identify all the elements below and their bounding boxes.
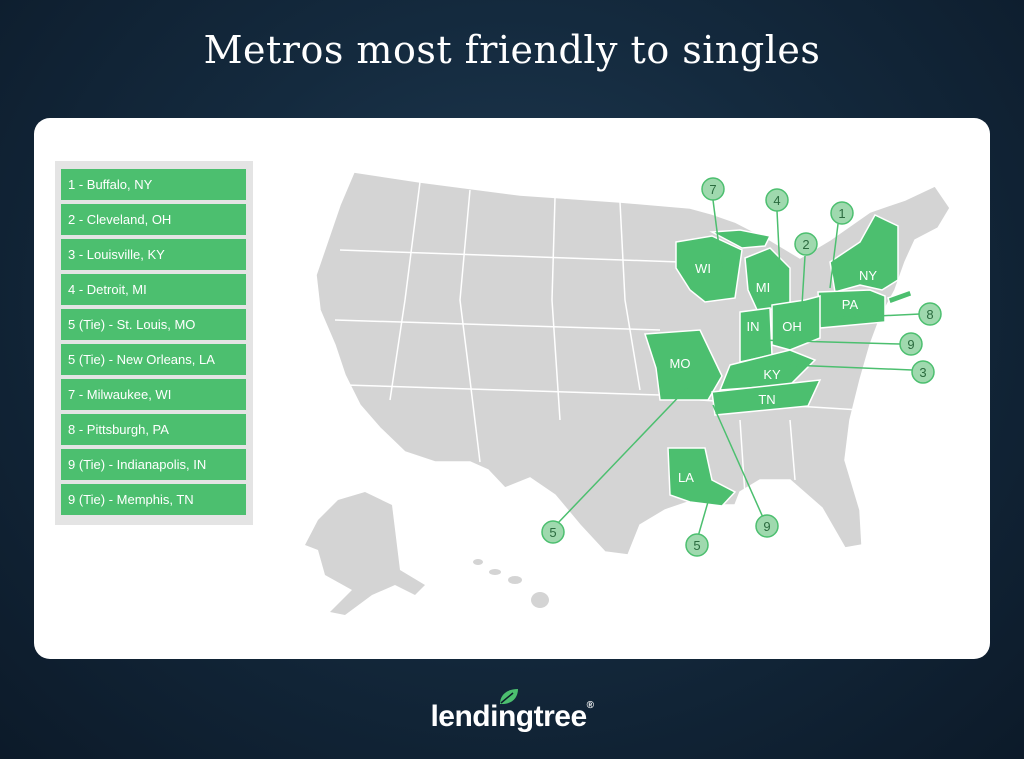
state-label-ny: NY — [859, 268, 877, 283]
svg-text:8: 8 — [926, 307, 933, 322]
rank-marker-8: 8 — [918, 302, 942, 326]
state-oh — [771, 295, 821, 351]
rank-marker-2: 2 — [794, 232, 818, 256]
connector-line-9-in — [757, 339, 901, 345]
svg-text:9: 9 — [763, 519, 770, 534]
svg-text:5: 5 — [549, 525, 556, 540]
state-label-oh: OH — [782, 319, 802, 334]
state-wi — [675, 235, 743, 303]
connector-line-5-la — [696, 494, 711, 541]
rank-marker-9-in: 9 — [899, 332, 923, 356]
lendingtree-logo[interactable]: lendingtree® — [430, 700, 594, 733]
state-label-pa: PA — [842, 297, 859, 312]
rank-marker-5-mo: 5 — [541, 520, 565, 544]
state-label-mo: MO — [670, 356, 691, 371]
svg-text:1: 1 — [838, 206, 845, 221]
connector-line-9-tn — [712, 404, 766, 523]
rank-marker-5-la: 5 — [685, 533, 709, 557]
connector-line-4 — [776, 210, 781, 271]
legend-item: 4 - Detroit, MI — [61, 274, 246, 305]
rank-marker-1: 1 — [830, 201, 854, 225]
state-mi-upper — [709, 229, 772, 249]
connector-line-3 — [789, 364, 913, 371]
state-label-ky: KY — [763, 367, 781, 382]
state-in — [739, 307, 773, 363]
state-ky — [718, 349, 817, 391]
connector-line-8 — [834, 313, 921, 319]
svg-text:7: 7 — [709, 182, 716, 197]
svg-text:2: 2 — [802, 237, 809, 252]
legend-item: 8 - Pittsburgh, PA — [61, 414, 246, 445]
legend-item: 1 - Buffalo, NY — [61, 169, 246, 200]
legend-item: 9 (Tie) - Memphis, TN — [61, 484, 246, 515]
legend-item: 2 - Cleveland, OH — [61, 204, 246, 235]
connector-line-2 — [801, 255, 806, 306]
page-title: Metros most friendly to singles — [203, 28, 821, 72]
svg-text:3: 3 — [919, 365, 926, 380]
us-base-map — [315, 171, 951, 556]
rank-marker-3: 3 — [911, 360, 935, 384]
leaf-icon — [500, 689, 518, 704]
legend-item: 9 (Tie) - Indianapolis, IN — [61, 449, 246, 480]
state-mo — [643, 329, 723, 401]
state-label-mi: MI — [756, 280, 770, 295]
rank-marker-9-tn: 9 — [755, 514, 779, 538]
legend-item: 7 - Milwaukee, WI — [61, 379, 246, 410]
connector-line-1 — [829, 223, 839, 289]
hawaii-shape — [473, 559, 549, 608]
legend-item: 3 - Louisville, KY — [61, 239, 246, 270]
legend-item: 5 (Tie) - New Orleans, LA — [61, 344, 246, 375]
ranking-legend: 1 - Buffalo, NY 2 - Cleveland, OH 3 - Lo… — [55, 161, 253, 525]
state-label-wi: WI — [695, 261, 711, 276]
state-ny — [829, 214, 899, 293]
svg-text:5: 5 — [693, 538, 700, 553]
rank-marker-7: 7 — [701, 177, 725, 201]
state-label-in: IN — [747, 319, 760, 334]
connector-line-7 — [712, 199, 723, 271]
svg-text:9: 9 — [907, 337, 914, 352]
state-label-la: LA — [678, 470, 694, 485]
state-ny-longisland — [887, 289, 913, 305]
legend-item: 5 (Tie) - St. Louis, MO — [61, 309, 246, 340]
alaska-shape — [305, 492, 425, 615]
svg-text:4: 4 — [773, 193, 780, 208]
state-la — [667, 447, 737, 507]
logo-text: lendingtree — [430, 700, 587, 733]
rank-marker-4: 4 — [765, 188, 789, 212]
connector-line-5-mo — [556, 384, 691, 525]
state-label-tn: TN — [758, 392, 775, 407]
